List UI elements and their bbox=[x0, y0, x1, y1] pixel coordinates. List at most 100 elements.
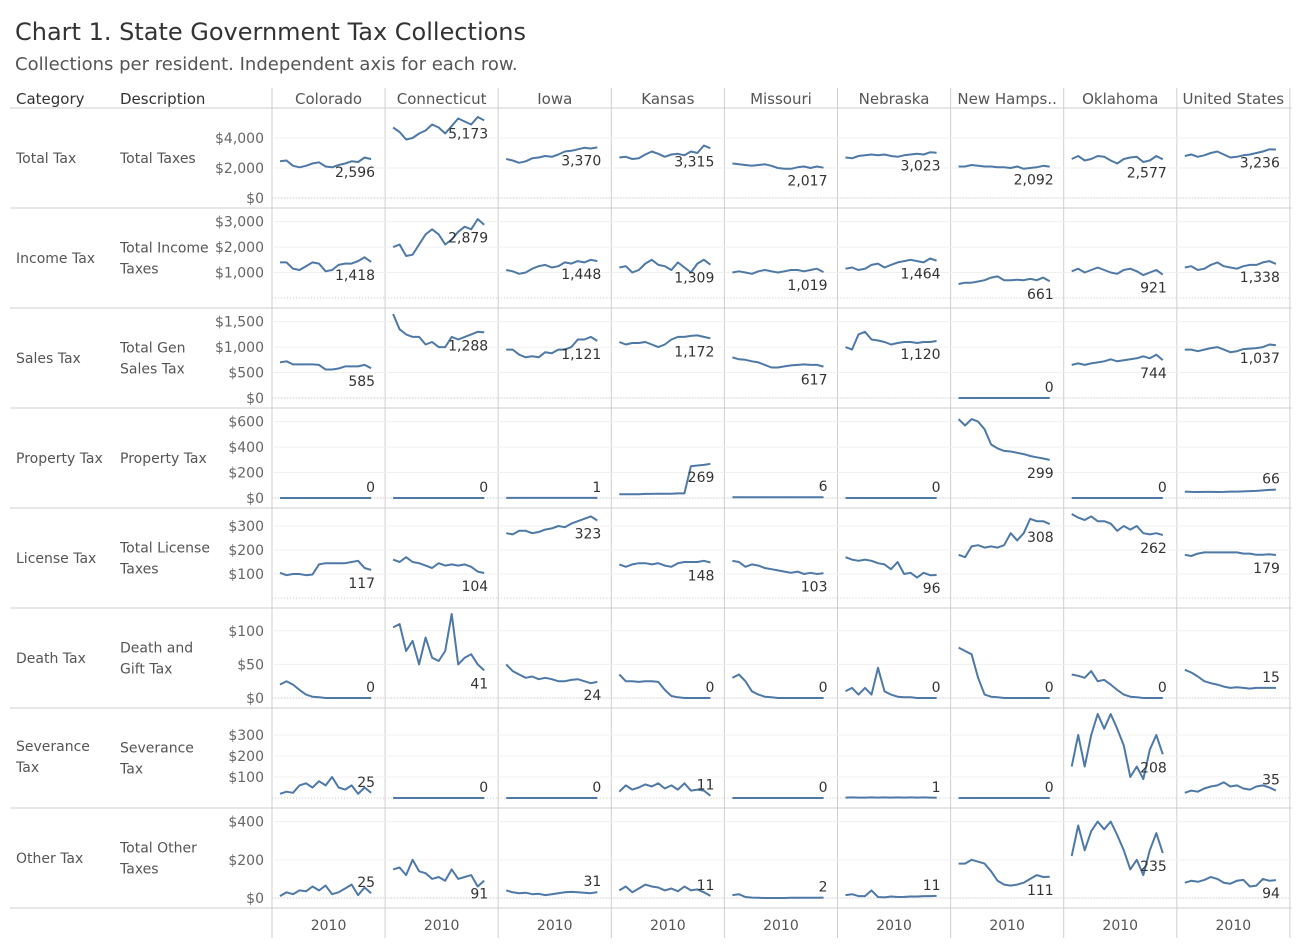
row-description: Taxes bbox=[119, 562, 159, 578]
data-label: 41 bbox=[470, 676, 488, 692]
data-label: 25 bbox=[357, 775, 375, 791]
series-line bbox=[1184, 148, 1276, 159]
data-label: 2 bbox=[819, 880, 828, 896]
data-label: 35 bbox=[1262, 773, 1280, 789]
row-description: Death and bbox=[120, 641, 193, 657]
data-label: 24 bbox=[583, 688, 601, 704]
series-line bbox=[732, 893, 824, 899]
data-label: 1,120 bbox=[901, 347, 941, 363]
x-tick-label: 2010 bbox=[1216, 918, 1252, 934]
data-label: 1,464 bbox=[901, 267, 941, 283]
series-line bbox=[1071, 513, 1164, 537]
series-line bbox=[619, 258, 712, 274]
x-tick-label: 2010 bbox=[424, 918, 460, 934]
row-description: Total Gen bbox=[119, 341, 185, 357]
series-line bbox=[1184, 551, 1277, 557]
row-description: Severance bbox=[120, 741, 194, 757]
series-line bbox=[1184, 488, 1276, 493]
column-header: Iowa bbox=[537, 90, 572, 108]
data-label: 0 bbox=[1158, 480, 1167, 496]
data-label: 2,092 bbox=[1014, 173, 1054, 189]
series-line bbox=[1184, 343, 1277, 354]
y-tick-label: $400 bbox=[228, 815, 264, 831]
y-tick-label: $100 bbox=[228, 624, 264, 640]
data-label: 0 bbox=[366, 680, 375, 696]
column-header: United States bbox=[1183, 90, 1285, 108]
data-label: 3,370 bbox=[561, 153, 601, 169]
header-category: Category bbox=[16, 90, 85, 108]
data-label: 2,017 bbox=[787, 174, 827, 190]
data-label: 31 bbox=[583, 874, 601, 890]
series-line bbox=[392, 116, 485, 141]
data-label: 0 bbox=[1045, 780, 1054, 796]
data-label: 1,019 bbox=[787, 278, 827, 294]
data-label: 11 bbox=[697, 778, 715, 794]
series-line bbox=[845, 666, 937, 699]
data-label: 1,309 bbox=[674, 271, 714, 287]
column-header: New Hamps.. bbox=[957, 90, 1056, 108]
data-label: 0 bbox=[932, 480, 941, 496]
series-line bbox=[279, 360, 372, 371]
x-tick-label: 2010 bbox=[311, 918, 347, 934]
data-label: 1 bbox=[932, 780, 941, 796]
series-line bbox=[279, 776, 372, 795]
data-label: 94 bbox=[1262, 886, 1280, 902]
row-description: Taxes bbox=[119, 862, 159, 878]
row-category: Severance bbox=[16, 739, 90, 755]
row-description: Tax bbox=[119, 762, 143, 778]
series-line bbox=[506, 515, 598, 536]
data-label: 0 bbox=[1045, 380, 1054, 396]
data-label: 617 bbox=[801, 373, 828, 389]
series-line bbox=[618, 782, 712, 797]
series-line bbox=[505, 889, 598, 897]
y-tick-label: $1,000 bbox=[215, 266, 264, 282]
data-label: 299 bbox=[1027, 466, 1054, 482]
y-tick-label: $1,000 bbox=[215, 340, 264, 356]
series-line bbox=[506, 258, 598, 275]
y-tick-label: $0 bbox=[246, 491, 264, 507]
data-label: 3,315 bbox=[674, 154, 714, 170]
y-tick-label: $0 bbox=[246, 691, 264, 707]
series-line bbox=[1184, 668, 1276, 690]
series-line bbox=[280, 256, 372, 273]
chart-layer: Colorado2010Connecticut2010Iowa2010Kansa… bbox=[10, 88, 1292, 938]
series-line bbox=[732, 267, 824, 275]
data-label: 1 bbox=[592, 480, 601, 496]
data-label: 1,172 bbox=[674, 344, 714, 360]
column-header: Missouri bbox=[750, 90, 812, 108]
data-label: 0 bbox=[366, 480, 375, 496]
data-label: 585 bbox=[348, 374, 375, 390]
data-label: 66 bbox=[1262, 472, 1280, 488]
series-line bbox=[1071, 155, 1164, 165]
series-line bbox=[1070, 820, 1164, 877]
row-category: Death Tax bbox=[16, 651, 86, 667]
data-label: 1,121 bbox=[561, 347, 601, 363]
series-line bbox=[1071, 353, 1164, 366]
data-label: 208 bbox=[1140, 760, 1167, 776]
row-category: Total Tax bbox=[15, 151, 76, 167]
y-tick-label: $2,000 bbox=[215, 161, 264, 177]
series-line bbox=[619, 462, 711, 496]
y-tick-label: $500 bbox=[228, 366, 264, 382]
y-tick-label: $200 bbox=[228, 466, 264, 482]
series-line bbox=[845, 889, 937, 899]
series-line bbox=[958, 164, 1050, 170]
data-label: 0 bbox=[932, 680, 941, 696]
data-label: 6 bbox=[819, 479, 828, 495]
row-description: Gift Tax bbox=[120, 662, 172, 678]
y-tick-label: $400 bbox=[228, 440, 264, 456]
row-description: Property Tax bbox=[120, 451, 207, 467]
data-label: 5,173 bbox=[448, 126, 488, 142]
x-tick-label: 2010 bbox=[537, 918, 573, 934]
column-header: Connecticut bbox=[397, 90, 487, 108]
data-label: 103 bbox=[801, 579, 828, 595]
y-tick-label: $200 bbox=[228, 749, 264, 765]
data-label: 117 bbox=[348, 576, 375, 592]
series-line bbox=[731, 673, 824, 699]
series-line bbox=[958, 517, 1051, 559]
series-line bbox=[505, 663, 598, 685]
row-description: Total Income bbox=[119, 241, 209, 257]
series-line bbox=[958, 646, 1050, 699]
data-label: 0 bbox=[592, 780, 601, 796]
data-label: 308 bbox=[1027, 530, 1054, 546]
